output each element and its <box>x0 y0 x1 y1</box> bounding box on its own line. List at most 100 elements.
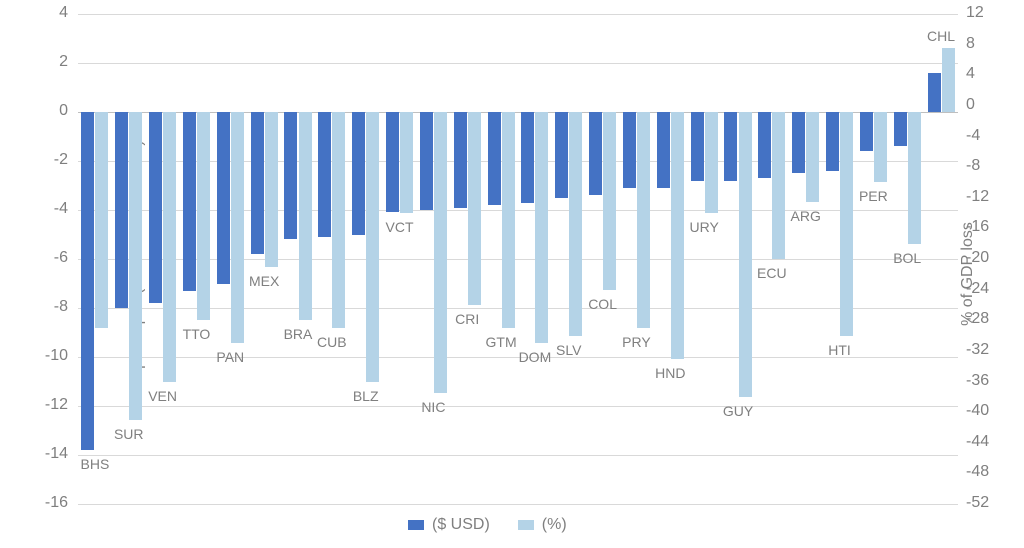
gridline <box>78 63 958 64</box>
bar-usd <box>386 112 399 212</box>
y-right-tick: -28 <box>966 310 989 328</box>
bar-usd <box>826 112 839 171</box>
y-left-tick: -16 <box>0 494 68 512</box>
gridline <box>78 14 958 15</box>
y-right-tick: -40 <box>966 402 989 420</box>
bar-pct <box>908 112 921 244</box>
category-label: BHS <box>77 456 112 472</box>
y-right-tick: 8 <box>966 35 975 53</box>
bar-usd <box>284 112 297 239</box>
y-right-tick: -4 <box>966 127 980 145</box>
category-label: COL <box>585 296 620 312</box>
category-label: BLZ <box>348 388 383 404</box>
category-label: SUR <box>111 426 146 442</box>
y-right-tick: -52 <box>966 494 989 512</box>
bar-usd <box>758 112 771 178</box>
category-label: ECU <box>754 265 789 281</box>
bar-pct <box>671 112 684 359</box>
y-right-tick: -44 <box>966 433 989 451</box>
category-label: PER <box>856 188 891 204</box>
y-right-tick: -8 <box>966 157 980 175</box>
gridline <box>78 406 958 407</box>
bar-pct <box>163 112 176 382</box>
bar-pct <box>265 112 278 267</box>
bar-usd <box>318 112 331 237</box>
y-left-tick: -8 <box>0 298 68 316</box>
legend-swatch-pct <box>518 520 534 530</box>
y-left-tick: 0 <box>0 102 68 120</box>
bar-pct <box>332 112 345 328</box>
bar-pct <box>874 112 887 182</box>
bar-usd <box>115 112 128 308</box>
bar-pct <box>468 112 481 305</box>
y-left-tick: -10 <box>0 347 68 365</box>
category-label: PAN <box>213 349 248 365</box>
category-label: VCT <box>382 219 417 235</box>
category-label: TTO <box>179 326 214 342</box>
bar-pct <box>806 112 819 202</box>
bar-pct <box>739 112 752 397</box>
bar-pct <box>299 112 312 320</box>
y-left-tick: -6 <box>0 249 68 267</box>
y-right-tick: 0 <box>966 96 975 114</box>
bar-usd <box>149 112 162 303</box>
category-label: MEX <box>247 273 282 289</box>
y-left-tick: 2 <box>0 53 68 71</box>
bar-usd <box>217 112 230 284</box>
category-label: URY <box>687 219 722 235</box>
legend-label-usd: ($ USD) <box>432 516 490 534</box>
y-right-tick: -20 <box>966 249 989 267</box>
y-right-tick: -48 <box>966 463 989 481</box>
bar-pct <box>772 112 785 259</box>
category-label: CHL <box>924 28 959 44</box>
category-label: SLV <box>551 342 586 358</box>
y-right-tick: 4 <box>966 65 975 83</box>
category-label: NIC <box>416 399 451 415</box>
category-label: GUY <box>720 403 755 419</box>
y-left-tick: -2 <box>0 151 68 169</box>
category-label: PRY <box>619 334 654 350</box>
bar-pct <box>942 48 955 112</box>
bar-usd <box>81 112 94 450</box>
y-left-tick: -14 <box>0 445 68 463</box>
bar-usd <box>251 112 264 254</box>
bar-pct <box>366 112 379 382</box>
category-label: DOM <box>517 349 552 365</box>
category-label: BOL <box>890 250 925 266</box>
gridline <box>78 504 958 505</box>
bar-usd <box>488 112 501 205</box>
bar-pct <box>231 112 244 343</box>
bar-pct <box>840 112 853 336</box>
gridline <box>78 210 958 211</box>
y-right-tick: 12 <box>966 4 984 22</box>
legend-item-pct: (%) <box>518 516 567 534</box>
bar-pct <box>535 112 548 343</box>
y-right-tick: -24 <box>966 280 989 298</box>
legend-swatch-usd <box>408 520 424 530</box>
bar-usd <box>352 112 365 235</box>
bar-usd <box>928 73 941 112</box>
bar-usd <box>792 112 805 173</box>
bar-pct <box>705 112 718 213</box>
gridline <box>78 455 958 456</box>
y-left-tick: 4 <box>0 4 68 22</box>
bar-pct <box>603 112 616 290</box>
legend: ($ USD) (%) <box>408 516 567 534</box>
bar-usd <box>183 112 196 291</box>
bar-pct <box>569 112 582 336</box>
category-label: CRI <box>450 311 485 327</box>
bar-pct <box>400 112 413 213</box>
bar-pct <box>502 112 515 328</box>
bar-usd <box>589 112 602 195</box>
bar-pct <box>637 112 650 328</box>
category-label: HND <box>653 365 688 381</box>
bar-pct <box>434 112 447 393</box>
gdp-loss-bar-chart: GDP per capita (thousands of dollars) % … <box>0 0 1024 548</box>
bar-usd <box>894 112 907 146</box>
y-right-tick: -32 <box>966 341 989 359</box>
y-right-tick: -16 <box>966 218 989 236</box>
legend-label-pct: (%) <box>542 516 567 534</box>
bar-usd <box>420 112 433 210</box>
bar-usd <box>657 112 670 188</box>
bar-usd <box>691 112 704 181</box>
